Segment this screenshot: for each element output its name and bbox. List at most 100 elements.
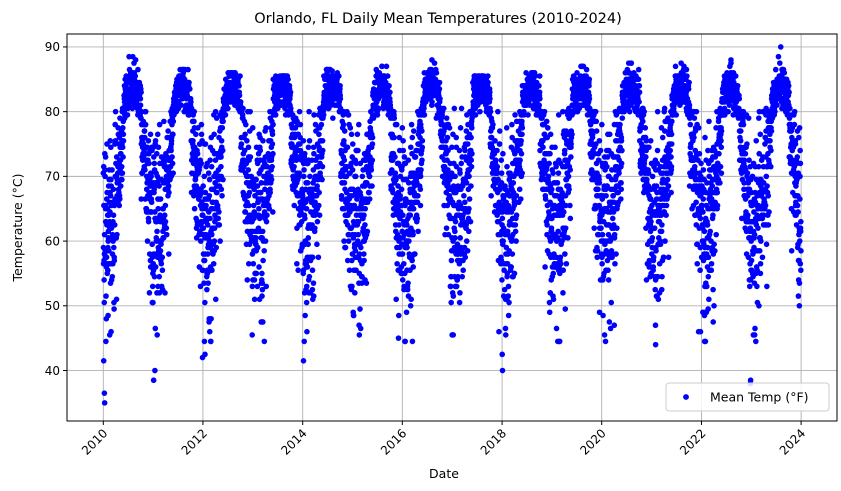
data-point [111,244,117,251]
data-point [659,134,666,141]
data-point [462,147,468,154]
data-point [494,147,500,154]
data-point [768,163,774,170]
data-point [560,267,567,274]
data-point [155,144,162,151]
data-point [247,154,254,160]
data-point [218,186,225,193]
data-point [254,183,261,189]
data-point [190,137,196,144]
data-point [262,238,269,244]
data-point [496,328,502,335]
data-point [156,183,162,189]
data-point [452,228,458,235]
data-point [188,99,194,105]
data-point [135,66,141,73]
data-point [568,141,574,147]
data-point [560,290,566,296]
data-point [487,89,493,96]
data-point [448,257,455,264]
data-point [462,199,468,206]
data-point [297,141,303,147]
data-point [207,157,213,163]
data-point [193,131,199,138]
data-point [519,131,525,138]
data-point [495,108,501,115]
data-point [368,167,375,173]
data-point [157,248,164,254]
data-point [704,222,711,228]
data-point [611,322,618,329]
data-point [124,112,131,118]
data-point [668,189,674,196]
data-point [753,338,759,345]
data-point [710,212,716,218]
data-point [396,222,402,228]
data-point [552,144,558,151]
data-point [468,183,474,189]
data-point [202,299,208,306]
data-point [654,108,661,115]
data-point [542,196,549,202]
data-point [312,225,318,231]
data-point [253,235,259,241]
data-point [673,112,680,118]
data-point [605,277,612,283]
data-point [360,167,366,173]
data-point [547,131,554,138]
data-point [695,125,702,131]
data-point [566,186,572,193]
data-point [156,273,163,280]
data-point [249,283,256,290]
data-point [421,112,428,118]
data-point [626,108,633,115]
data-point [586,95,593,102]
data-point [357,325,364,332]
data-point [417,202,424,209]
data-point [309,286,316,293]
data-point [755,225,761,231]
data-point [718,137,724,144]
data-point [648,218,654,225]
data-point [369,183,375,189]
data-point [444,134,451,141]
data-point [711,241,717,248]
data-point [487,108,494,115]
data-point [150,299,156,306]
data-point [222,112,229,118]
data-point [596,137,603,144]
data-point [768,128,775,134]
data-point [759,254,766,261]
data-point [415,192,421,199]
data-point [464,248,471,254]
data-point [500,238,506,244]
data-point [207,215,213,222]
data-point [401,260,407,267]
data-point [205,280,211,286]
data-point [342,244,349,251]
data-point [543,118,550,125]
data-point [395,312,402,319]
data-point [536,82,542,89]
data-point [212,296,219,303]
data-point [658,286,665,293]
data-point [155,205,161,212]
data-point [617,121,623,128]
data-point [618,196,624,202]
data-point [257,147,264,154]
data-point [399,125,406,131]
data-point [249,332,255,338]
data-point [165,183,172,189]
data-point [205,251,211,257]
data-point [311,150,317,157]
data-point [553,163,559,170]
data-point [767,137,773,144]
data-point [315,254,322,261]
data-point [562,306,569,312]
data-point [512,222,519,228]
data-point [392,170,399,176]
data-point [717,180,723,186]
data-point [112,108,119,115]
data-point [357,306,363,312]
data-point [614,225,620,231]
